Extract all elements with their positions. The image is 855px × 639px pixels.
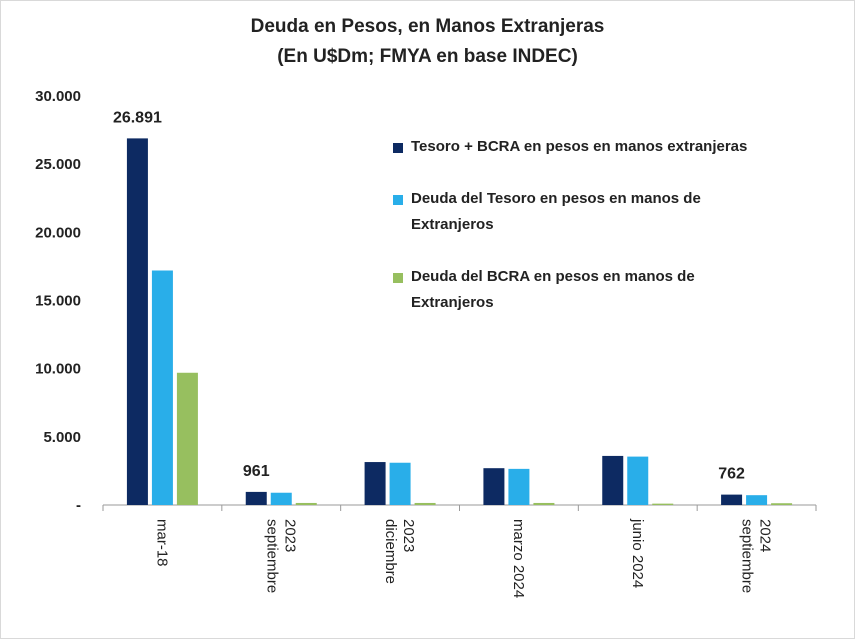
legend-swatch (393, 143, 403, 153)
bar (151, 270, 173, 505)
x-tick-label: mar-18 (153, 519, 170, 567)
y-tick-label: 30.000 (35, 88, 81, 105)
x-tick-label: diciembre 2023 (382, 519, 417, 584)
x-tick-label-line: diciembre (382, 519, 399, 584)
bar (364, 462, 386, 505)
y-tick-label: 20.000 (35, 224, 81, 241)
y-tick-label: 5.000 (43, 429, 81, 446)
legend-label: Tesoro + BCRA en pesos en manos extranje… (411, 138, 748, 155)
x-tick-label-line: septiembre (739, 519, 756, 593)
bar (176, 372, 198, 505)
data-label: 762 (718, 466, 745, 483)
bar (126, 138, 148, 505)
bar (771, 503, 793, 505)
y-tick-label: 10.000 (35, 361, 81, 378)
chart-legend: Tesoro + BCRA en pesos en manos extranje… (393, 134, 753, 342)
x-tick-label-line: 2023 (281, 519, 298, 552)
bar (245, 491, 267, 505)
bar (414, 502, 436, 505)
x-tick-label: marzo 2024 (510, 519, 527, 598)
bar (270, 492, 292, 505)
x-tick-label-line: 2024 (757, 519, 774, 552)
bar (627, 456, 649, 505)
data-label: 26.891 (113, 109, 162, 126)
bar (746, 495, 768, 505)
bar (721, 494, 743, 505)
x-tick-label-line: junio 2024 (629, 518, 646, 588)
bar (389, 462, 411, 505)
x-tick-label: junio 2024 (629, 518, 646, 588)
x-tick-label: septiembre 2023 (263, 519, 298, 593)
x-tick-label-line: mar-18 (153, 519, 170, 567)
y-tick-label: 15.000 (35, 293, 81, 310)
bar (602, 455, 624, 505)
legend-label: Deuda del BCRA en pesos en manos de Extr… (411, 268, 695, 311)
data-label: 961 (243, 463, 270, 480)
bar (652, 503, 674, 505)
x-tick-label: septiembre 2024 (739, 519, 774, 593)
chart-title: Deuda en Pesos, en Manos Extranjeras (250, 16, 605, 37)
bar (533, 502, 555, 505)
y-tick-label: - (76, 497, 81, 514)
legend-swatch (393, 195, 403, 205)
legend-label: Deuda del Tesoro en pesos en manos de Ex… (411, 190, 701, 233)
x-tick-label-line: 2023 (400, 519, 417, 552)
chart-subtitle: (En U$Dm; FMYA en base INDEC) (277, 46, 578, 67)
x-tick-label-line: marzo 2024 (510, 519, 527, 598)
y-tick-label: 25.000 (35, 156, 81, 173)
legend-item: Deuda del Tesoro en pesos en manos de Ex… (393, 186, 753, 238)
chart-title-block: Deuda en Pesos, en Manos Extranjeras (En… (0, 12, 855, 72)
legend-item: Tesoro + BCRA en pesos en manos extranje… (393, 134, 753, 160)
legend-swatch (393, 273, 403, 283)
bar (295, 502, 317, 505)
legend-item: Deuda del BCRA en pesos en manos de Extr… (393, 264, 753, 316)
bar (483, 468, 505, 505)
x-tick-label-line: septiembre (263, 519, 280, 593)
bar (508, 468, 530, 505)
